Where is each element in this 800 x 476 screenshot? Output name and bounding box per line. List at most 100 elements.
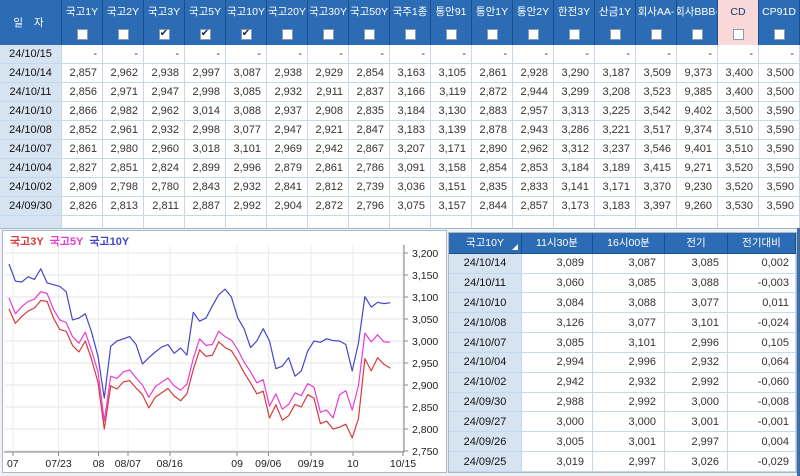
intraday-header-row: 국고10Y 11시30분 16시00분 전기 전기대비 xyxy=(449,233,796,254)
column-header-국고5Y[interactable]: 국고5Y xyxy=(185,0,226,23)
rate-cell: 2,904 xyxy=(267,197,308,216)
rate-cell: 2,798 xyxy=(103,178,144,197)
rate-cell: - xyxy=(267,45,308,64)
column-checkbox[interactable] xyxy=(363,28,375,40)
column-checkbox[interactable] xyxy=(322,28,334,40)
rate-cell: 3,018 xyxy=(185,140,226,159)
rate-cell: - xyxy=(308,45,349,64)
rate-cell: 3,151 xyxy=(431,178,472,197)
series-line-국고5Y xyxy=(8,291,391,422)
column-checkbox-cell: ✔ xyxy=(185,23,226,45)
x-axis-label: 09/19 xyxy=(298,458,324,470)
column-checkbox-cell xyxy=(595,23,636,45)
column-checkbox[interactable] xyxy=(76,28,88,40)
column-header-국고50Y[interactable]: 국고50Y xyxy=(349,0,390,23)
rate-cell: 3,225 xyxy=(595,102,636,121)
column-checkbox[interactable] xyxy=(527,28,539,40)
column-header-국주1종[interactable]: 국주1종 xyxy=(390,0,431,23)
intraday-header-전기대비[interactable]: 전기대비 xyxy=(728,233,796,254)
column-checkbox[interactable] xyxy=(773,28,785,40)
intraday-row: 24/09/27 3,000 3,000 3,001 -0,001 xyxy=(449,412,796,433)
column-checkbox[interactable] xyxy=(486,28,498,40)
yield-chart[interactable]: 3,200 3,150 3,100 3,050 3,000 2,950 2,900 2,850… xyxy=(3,231,446,472)
scrollbar[interactable] xyxy=(797,228,800,476)
intraday-header-국고10Y[interactable]: 국고10Y xyxy=(449,233,522,254)
rate-cell: 3,590 xyxy=(759,178,800,197)
intraday-header-16시00분[interactable]: 16시00분 xyxy=(593,233,665,254)
column-checkbox[interactable] xyxy=(404,28,416,40)
legend-item-국고5Y[interactable]: 국고5Y xyxy=(49,236,84,248)
rate-cell: 2,883 xyxy=(472,102,513,121)
column-checkbox[interactable] xyxy=(650,28,662,40)
rate-cell: 2,996 xyxy=(226,159,267,178)
column-header-국고10Y[interactable]: 국고10Y xyxy=(226,0,267,23)
intraday-row: 24/10/11 3,060 3,085 3,088 -0,003 xyxy=(449,273,796,294)
column-header-산금1Y[interactable]: 산금1Y xyxy=(595,0,636,23)
intraday-1130: 3,085 xyxy=(522,333,593,353)
column-header-CP91D[interactable]: CP91D xyxy=(759,0,800,23)
column-header-통안91[interactable]: 통안91 xyxy=(431,0,472,23)
x-axis-label: 08/16 xyxy=(157,458,183,470)
column-checkbox[interactable] xyxy=(445,28,457,40)
instrument-column: 통안91 -3,105 3,119 3,130 3,139 3,171 3,158 3,151… xyxy=(431,0,472,228)
column-header-통안1Y[interactable]: 통안1Y xyxy=(472,0,513,23)
column-header-국고1Y[interactable]: 국고1Y xyxy=(62,0,103,23)
column-header-국고3Y[interactable]: 국고3Y xyxy=(144,0,185,23)
rate-cell: 2,857 xyxy=(62,64,103,83)
intraday-diff: -0,001 xyxy=(728,412,796,433)
date-column-header[interactable]: 일 자 xyxy=(0,0,62,45)
column-checkbox[interactable]: ✔ xyxy=(240,28,252,40)
intraday-row: 24/09/26 3,005 3,001 2,997 0,004 xyxy=(449,432,796,453)
rate-cell: 3,500 xyxy=(759,83,800,102)
column-header-한전3Y[interactable]: 한전3Y xyxy=(554,0,595,23)
rate-cell: 3,530 xyxy=(718,197,759,216)
rate-cell: 3,208 xyxy=(595,83,636,102)
intraday-header-11시30분[interactable]: 11시30분 xyxy=(522,233,593,254)
intraday-diff: 0,004 xyxy=(728,432,796,453)
x-axis-label: 09/06 xyxy=(255,458,281,470)
rate-cell: 3,500 xyxy=(718,102,759,121)
column-checkbox[interactable] xyxy=(117,28,129,40)
column-checkbox[interactable] xyxy=(732,28,744,40)
column-checkbox[interactable]: ✔ xyxy=(158,28,170,40)
column-header-통안2Y[interactable]: 통안2Y xyxy=(513,0,554,23)
rate-cell: - xyxy=(513,45,554,64)
column-checkbox-cell: ✔ xyxy=(226,23,267,45)
column-checkbox[interactable] xyxy=(281,28,293,40)
rate-cell-stub xyxy=(431,216,472,228)
column-checkbox[interactable]: ✔ xyxy=(199,28,211,40)
intraday-1600: 2,996 xyxy=(593,352,665,373)
column-header-국고20Y[interactable]: 국고20Y xyxy=(267,0,308,23)
legend-item-국고3Y[interactable]: 국고3Y xyxy=(10,236,44,248)
intraday-prev: 2,992 xyxy=(665,372,728,393)
rate-cell: 3,157 xyxy=(431,197,472,216)
rate-cell: 3,119 xyxy=(431,83,472,102)
column-header-국고30Y[interactable]: 국고30Y xyxy=(308,0,349,23)
y-axis-label: 3,000 xyxy=(412,336,438,348)
rate-cell: - xyxy=(103,45,144,64)
column-checkbox[interactable] xyxy=(568,28,580,40)
column-checkbox[interactable] xyxy=(609,28,621,40)
rate-cell: 2,843 xyxy=(185,178,226,197)
column-checkbox[interactable] xyxy=(691,28,703,40)
rate-cell: 9,402 xyxy=(677,102,718,121)
column-header-회사AA-[interactable]: 회사AA- xyxy=(636,0,677,23)
column-checkbox-cell xyxy=(349,23,390,45)
rate-cell: 2,852 xyxy=(62,121,103,140)
column-header-국고2Y[interactable]: 국고2Y xyxy=(103,0,144,23)
rate-cell: 3,183 xyxy=(595,197,636,216)
rate-cell: 3,520 xyxy=(718,159,759,178)
rate-cell: 2,947 xyxy=(267,121,308,140)
column-header-CD[interactable]: CD xyxy=(718,0,759,23)
intraday-1600: 3,001 xyxy=(593,432,665,453)
yield-chart-panel[interactable]: 국고3Y 국고5Y 국고10Y 3,200 3,150 3,100 3,050 3,000 2… xyxy=(2,230,447,473)
legend-item-국고10Y[interactable]: 국고10Y xyxy=(89,236,130,248)
intraday-header-전기[interactable]: 전기 xyxy=(665,233,728,254)
column-header-회사BBB-[interactable]: 회사BBB- xyxy=(677,0,718,23)
chart-legend: 국고3Y 국고5Y 국고10Y xyxy=(10,233,135,249)
x-axis-label: 10 xyxy=(347,458,359,470)
rate-cell: 2,962 xyxy=(513,140,554,159)
intraday-diff: 0,064 xyxy=(728,352,796,373)
rate-cell: 2,872 xyxy=(472,83,513,102)
row-date: 24/10/10 xyxy=(0,102,62,121)
